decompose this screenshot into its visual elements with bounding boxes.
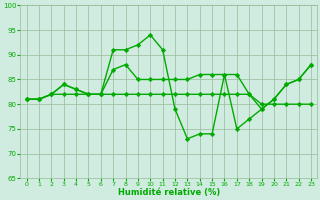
X-axis label: Humidité relative (%): Humidité relative (%): [118, 188, 220, 197]
